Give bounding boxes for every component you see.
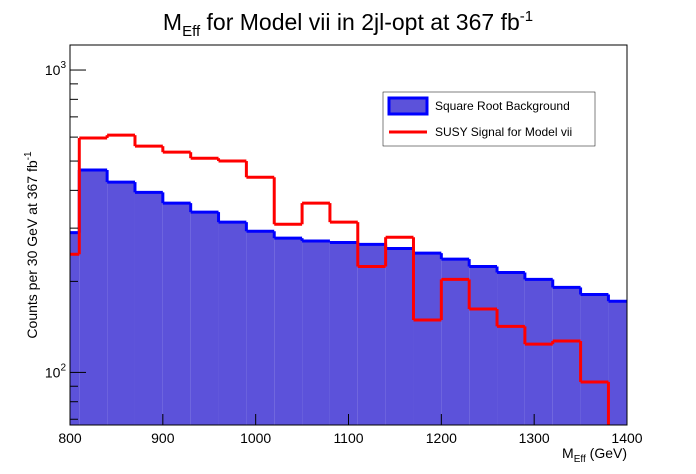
histogram-bar xyxy=(497,272,525,425)
chart-title: MEff for Model vii in 2jl-opt at 367 fb-… xyxy=(163,8,533,40)
histogram-bar xyxy=(608,301,627,425)
histogram-bar xyxy=(79,170,108,425)
title-part: M xyxy=(163,9,182,35)
legend-label: Square Root Background xyxy=(435,99,570,113)
y-tick-exponent: 2 xyxy=(60,362,66,373)
y-tick-base: 10 xyxy=(45,62,61,78)
x-tick-label: 900 xyxy=(151,430,175,446)
plot-area xyxy=(70,133,627,425)
histogram-bar xyxy=(302,241,330,425)
y-label-part: -1 xyxy=(23,151,34,160)
x-tick-label: 1200 xyxy=(426,430,457,446)
x-tick-label: 1100 xyxy=(333,430,363,446)
y-tick-base: 10 xyxy=(45,364,61,380)
y-tick-exponent: 3 xyxy=(60,60,66,71)
x-label-part: M xyxy=(562,445,574,461)
x-label-part: Eff xyxy=(574,454,586,465)
histogram-bar xyxy=(552,287,581,425)
histogram-bar xyxy=(329,242,358,425)
histogram-bar xyxy=(107,182,135,425)
x-axis-label: MEff (GeV) xyxy=(562,445,627,465)
legend-swatch xyxy=(387,96,429,116)
y-label-part: Counts per 30 GeV at 367 fb xyxy=(24,160,40,338)
histogram-bar xyxy=(134,192,163,425)
title-part: for Model vii in 2jl-opt at 367 fb xyxy=(200,9,520,35)
histogram-bar xyxy=(246,231,275,425)
histogram-bar xyxy=(218,222,247,425)
y-tick-label: 102 xyxy=(45,362,67,380)
histogram-bar xyxy=(70,232,80,425)
histogram-bar xyxy=(162,203,191,425)
title-part: Eff xyxy=(182,23,201,40)
histogram-bar xyxy=(385,248,414,425)
y-axis-label: Counts per 30 GeV at 367 fb-1 xyxy=(23,151,40,339)
histogram-bar xyxy=(274,238,303,425)
histogram-bar xyxy=(190,212,219,425)
x-tick-label: 800 xyxy=(58,430,82,446)
title-part: -1 xyxy=(520,8,533,25)
x-tick-label: 1000 xyxy=(240,430,271,446)
legend-label: SUSY Signal for Model vii xyxy=(435,125,572,139)
histogram-bar xyxy=(469,266,498,425)
x-tick-label: 1300 xyxy=(519,430,550,446)
y-tick-label: 103 xyxy=(45,60,67,78)
histogram-bar xyxy=(580,294,609,425)
histogram-bar xyxy=(413,253,442,425)
histogram-bar xyxy=(524,279,553,425)
x-label-part: (GeV) xyxy=(586,445,627,461)
histogram-bar xyxy=(441,259,470,425)
x-tick-label: 1400 xyxy=(611,430,642,446)
histogram-bar xyxy=(357,244,386,425)
legend-box xyxy=(382,91,596,147)
